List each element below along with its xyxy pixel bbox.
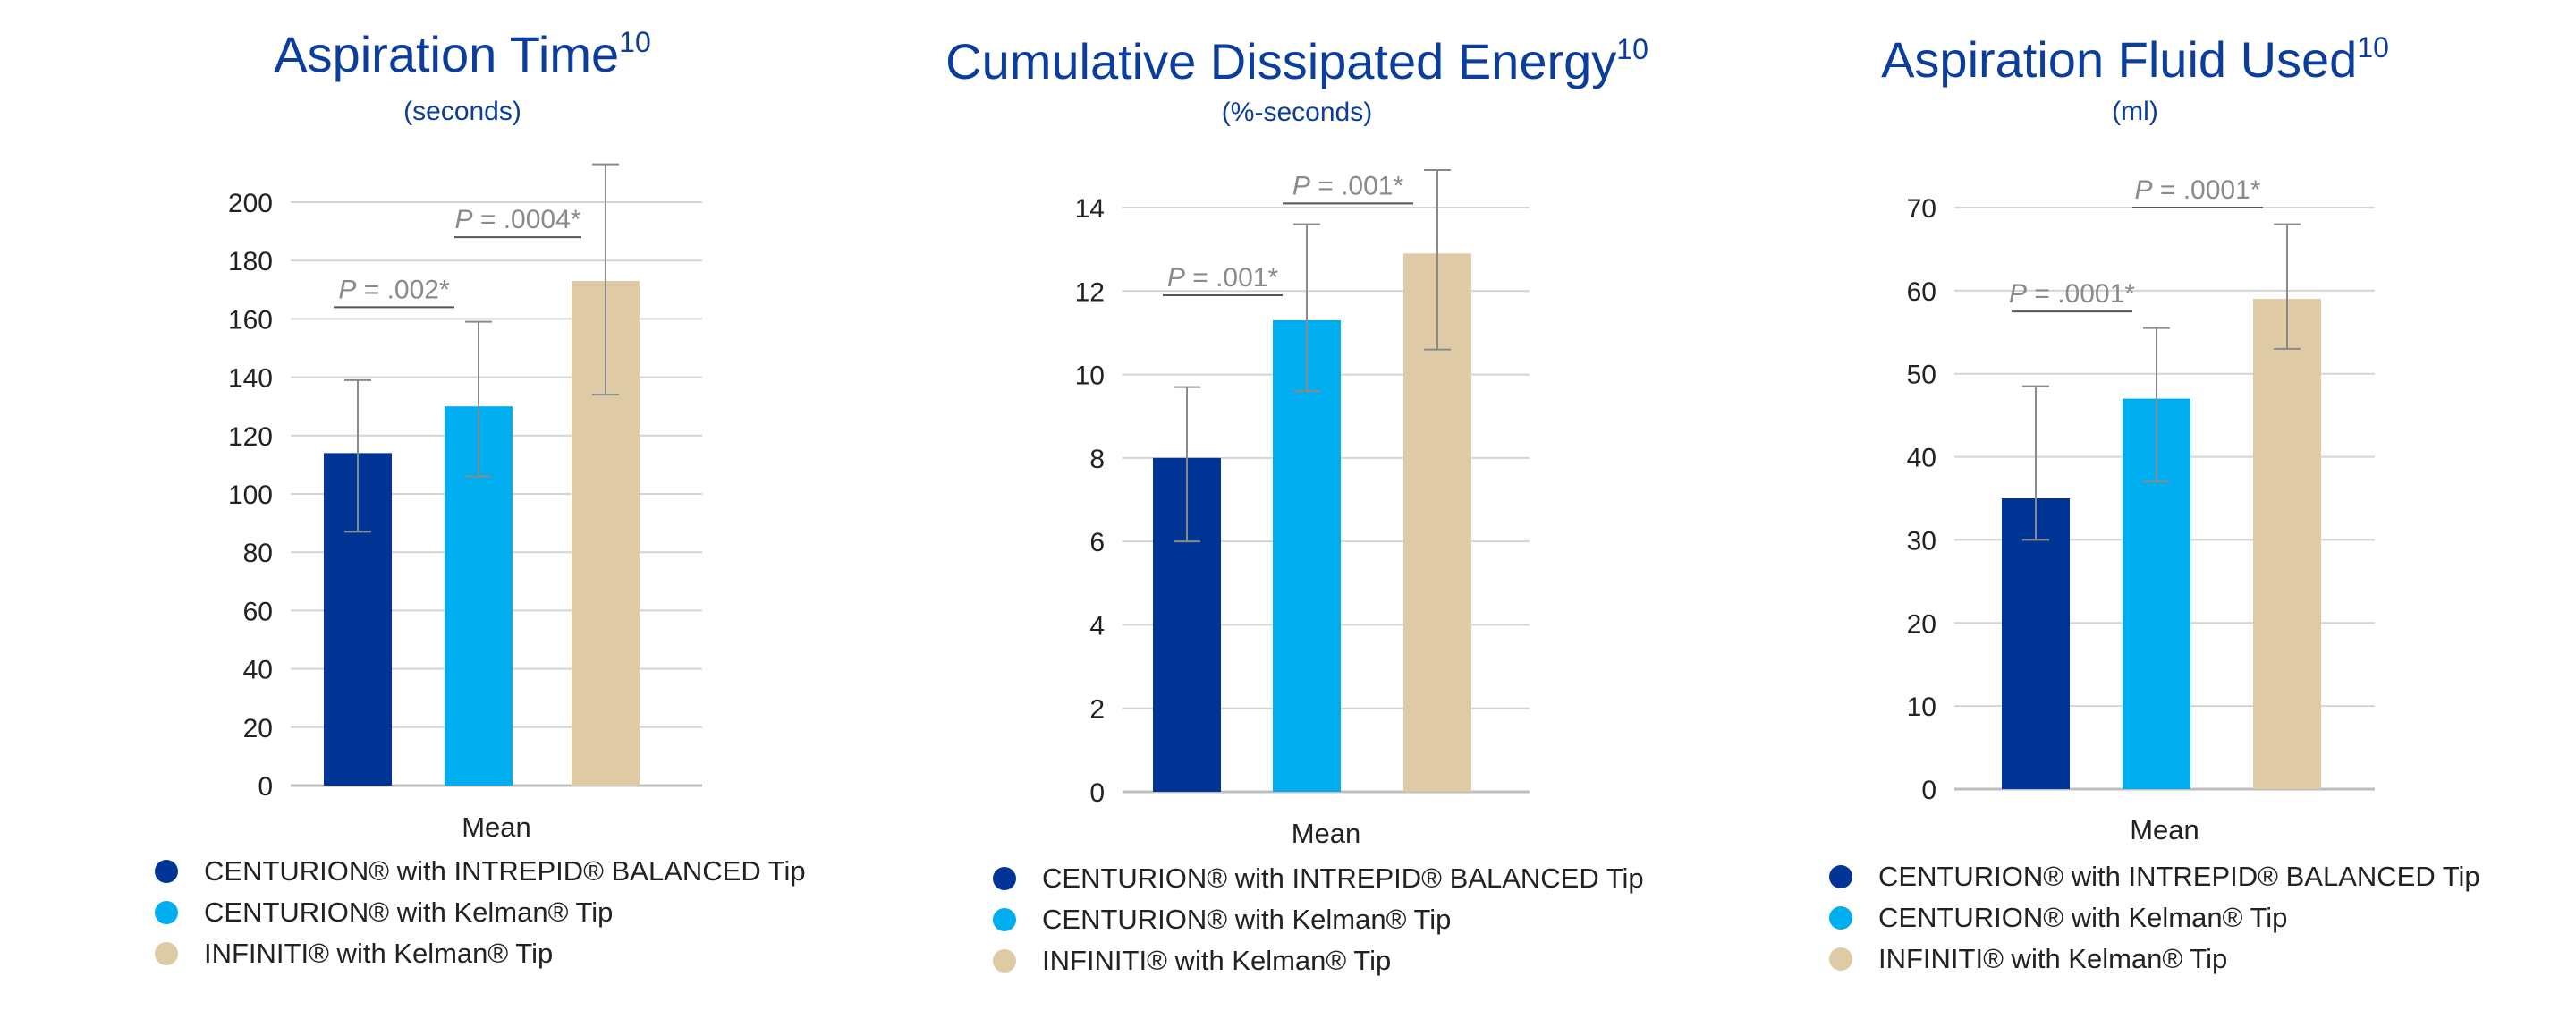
p-value-label: P = .0001* — [2009, 279, 2135, 309]
legend-swatch-icon — [993, 908, 1016, 931]
p-value-label: P = .0001* — [2135, 175, 2261, 205]
p-value-text: = .0001* — [2027, 279, 2135, 309]
chart-title-superscript: 10 — [1616, 33, 1648, 65]
y-tick-label: 200 — [228, 189, 273, 218]
chart-subtitle: (seconds) — [403, 97, 521, 126]
y-tick-label: 12 — [1075, 277, 1105, 307]
p-symbol: P — [2009, 279, 2027, 309]
legend-item-label: CENTURION® with INTREPID® BALANCED Tip — [1042, 862, 1644, 894]
chart-title: Aspiration Fluid Used10 — [1881, 31, 2389, 88]
y-tick-label: 0 — [1089, 778, 1105, 808]
chart-panel-1: Aspiration Time10 (seconds) 0 20 40 60 80 100 12… — [155, 26, 806, 969]
legend-swatch-icon — [993, 867, 1016, 890]
chart-title-superscript: 10 — [2357, 31, 2389, 64]
y-tick-label: 60 — [1907, 277, 1936, 307]
y-tick-label: 20 — [243, 714, 273, 743]
bar — [1273, 319, 1341, 793]
y-tick-label: 4 — [1089, 611, 1105, 641]
chart-panel-3: Aspiration Fluid Used10(ml)0102030405060… — [1829, 31, 2480, 974]
p-symbol: P — [1167, 263, 1185, 293]
y-tick-label: 40 — [243, 656, 273, 685]
legend-swatch-icon — [155, 860, 178, 883]
p-value-label: P = .001* — [1167, 263, 1279, 293]
p-symbol: P — [455, 205, 473, 234]
y-tick-label: 2 — [1089, 695, 1105, 725]
bar — [2002, 498, 2070, 789]
p-value-text: = .001* — [1310, 171, 1404, 200]
y-tick-label: 30 — [1907, 526, 1936, 556]
p-value-text: = .001* — [1185, 263, 1279, 293]
x-axis-label: Mean — [462, 811, 531, 843]
legend-swatch-icon — [155, 901, 178, 924]
legend-item-label: CENTURION® with Kelman® Tip — [1878, 902, 2287, 933]
legend-swatch-icon — [1829, 906, 1852, 930]
chart-legend: CENTURION® with INTREPID® BALANCED Tip CE… — [993, 862, 1644, 976]
y-tick-label: 70 — [1907, 194, 1936, 224]
chart-subtitle: (%-seconds) — [1222, 98, 1372, 127]
chart-title: Cumulative Dissipated Energy10 — [945, 33, 1648, 89]
y-tick-label: 50 — [1907, 361, 1936, 390]
p-symbol: P — [338, 275, 356, 304]
p-value-label: P = .0004* — [455, 205, 581, 234]
y-tick-label: 140 — [228, 364, 273, 394]
legend-swatch-icon — [993, 949, 1016, 973]
chart-title-text: Aspiration Time — [274, 26, 619, 82]
y-tick-label: 160 — [228, 305, 273, 335]
legend-item-label: CENTURION® with Kelman® Tip — [1042, 904, 1451, 935]
y-tick-label: 20 — [1907, 609, 1936, 639]
legend-item-label: INFINITI® with Kelman® Tip — [204, 938, 553, 969]
chart-title-text: Aspiration Fluid Used — [1881, 31, 2357, 88]
p-symbol: P — [1292, 171, 1310, 200]
x-axis-label: Mean — [2130, 814, 2199, 845]
legend-item-label: INFINITI® with Kelman® Tip — [1042, 945, 1391, 976]
bar — [2253, 299, 2321, 790]
legend-swatch-icon — [1829, 947, 1852, 971]
y-tick-label: 100 — [228, 480, 273, 510]
legend-item-label: CENTURION® with INTREPID® BALANCED Tip — [1878, 861, 2480, 892]
y-tick-label: 180 — [228, 247, 273, 276]
chart-title-text: Cumulative Dissipated Energy — [945, 33, 1616, 89]
chart-title: Aspiration Time10 — [274, 26, 651, 82]
chart-panel-2: Cumulative Dissipated Energy10(%-seconds… — [945, 33, 1648, 976]
y-tick-label: 14 — [1075, 194, 1105, 224]
y-tick-label: 80 — [243, 539, 273, 568]
p-symbol: P — [2135, 175, 2153, 205]
chart-subtitle: (ml) — [2112, 97, 2158, 126]
p-value-label: P = .001* — [1292, 171, 1404, 200]
p-value-label: P = .002* — [338, 275, 450, 304]
legend-item-label: CENTURION® with Kelman® Tip — [204, 896, 613, 928]
legend-swatch-icon — [1829, 865, 1852, 888]
chart-title-superscript: 10 — [619, 26, 651, 58]
p-value-text: = .0001* — [2153, 175, 2261, 205]
y-tick-label: 120 — [228, 422, 273, 452]
y-tick-label: 8 — [1089, 445, 1105, 474]
y-tick-label: 60 — [243, 597, 273, 626]
legend-item-label: CENTURION® with INTREPID® BALANCED Tip — [204, 855, 806, 887]
y-tick-label: 0 — [1921, 776, 1936, 805]
y-tick-label: 40 — [1907, 444, 1936, 473]
legend-item-label: INFINITI® with Kelman® Tip — [1878, 943, 2227, 974]
chart-legend: CENTURION® with INTREPID® BALANCED Tip CE… — [155, 855, 806, 969]
p-value-text: = .0004* — [473, 205, 581, 234]
y-tick-label: 10 — [1907, 692, 1936, 722]
y-tick-label: 10 — [1075, 361, 1105, 391]
y-tick-label: 0 — [258, 772, 273, 802]
x-axis-label: Mean — [1292, 818, 1361, 849]
y-tick-label: 6 — [1089, 528, 1105, 557]
legend-swatch-icon — [155, 942, 178, 965]
p-value-text: = .002* — [356, 275, 450, 304]
chart-legend: CENTURION® with INTREPID® BALANCED Tip CE… — [1829, 861, 2480, 974]
